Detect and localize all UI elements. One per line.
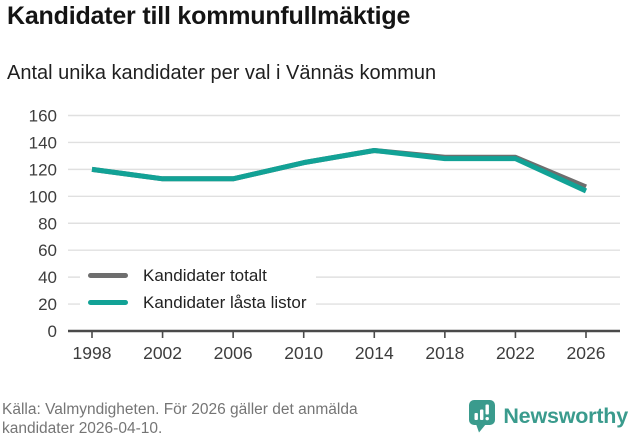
- chart-legend: Kandidater totalt Kandidater låsta listo…: [80, 257, 317, 323]
- newsworthy-brand: Newsworthy: [469, 400, 628, 433]
- newsworthy-brand-name: Newsworthy: [503, 404, 628, 428]
- chart-subtitle: Antal unika kandidater per val i Vännäs …: [7, 62, 437, 84]
- newsworthy-logo-icon: [469, 400, 496, 433]
- x-axis-tick-label: 2014: [355, 343, 394, 363]
- source-note-line2: kandidater 2026-04-10.: [2, 420, 163, 437]
- x-axis-tick-label: 2026: [567, 343, 606, 363]
- x-axis-tick-label: 2010: [284, 343, 323, 363]
- y-axis-tick-label: 160: [29, 107, 57, 126]
- x-axis-tick-label: 1998: [73, 343, 112, 363]
- x-axis-tick-label: 2006: [214, 343, 253, 363]
- y-axis-tick-label: 40: [38, 268, 57, 287]
- x-axis-tick-label: 2018: [425, 343, 464, 363]
- legend-label-kandidater-lasta-listor: Kandidater låsta listor: [143, 292, 307, 312]
- y-axis-tick-label: 60: [38, 241, 57, 260]
- legend-swatch-gray: [88, 273, 128, 278]
- y-axis-tick-label: 80: [38, 214, 57, 233]
- y-axis-tick-label: 140: [29, 133, 57, 152]
- y-axis-tick-label: 120: [29, 160, 57, 179]
- legend-item-kandidater-totalt: Kandidater totalt: [88, 262, 306, 289]
- source-note: Källa: Valmyndigheten. För 2026 gäller d…: [2, 400, 472, 438]
- legend-swatch-teal: [88, 300, 128, 305]
- legend-item-kandidater-lasta-listor: Kandidater låsta listor: [88, 289, 306, 316]
- y-axis-tick-label: 100: [29, 187, 57, 206]
- y-axis-tick-label: 20: [38, 295, 57, 314]
- series-line-kandidater-lasta-listor: [91, 148, 588, 194]
- x-axis-tick-label: 2022: [496, 343, 535, 363]
- source-note-line1: Källa: Valmyndigheten. För 2026 gäller d…: [2, 401, 358, 418]
- y-axis-tick-label: 0: [48, 322, 57, 341]
- legend-label-kandidater-totalt: Kandidater totalt: [143, 265, 267, 285]
- x-axis-tick-label: 2002: [143, 343, 182, 363]
- chart-title: Kandidater till kommunfullmäktige: [7, 2, 411, 30]
